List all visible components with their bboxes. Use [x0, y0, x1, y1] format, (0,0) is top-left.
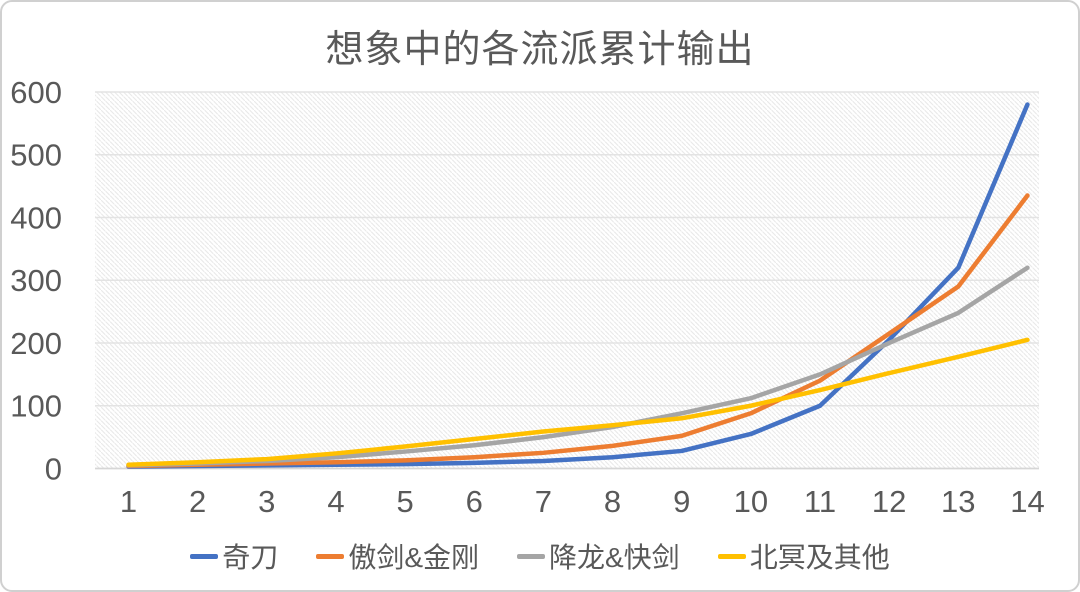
x-tick-label: 14 — [1010, 484, 1044, 519]
legend-label: 降龙&快剑 — [549, 542, 680, 573]
x-tick-label: 10 — [734, 484, 768, 519]
x-tick-label: 3 — [258, 484, 275, 519]
y-tick-label: 600 — [10, 75, 62, 110]
legend-marker-icon — [717, 553, 746, 559]
y-tick-label: 400 — [10, 200, 62, 235]
y-tick-label: 100 — [10, 389, 62, 424]
legend-marker-icon — [316, 553, 345, 559]
y-tick-label: 0 — [45, 451, 62, 486]
y-tick-label: 500 — [10, 138, 62, 173]
legend-item-0: 奇刀 — [190, 536, 278, 576]
x-tick-label: 7 — [535, 484, 552, 519]
y-tick-label: 200 — [10, 326, 62, 361]
legend-label: 奇刀 — [222, 542, 279, 573]
series-line-1 — [126, 193, 1030, 469]
x-tick-label: 13 — [941, 484, 975, 519]
y-tick-label: 300 — [10, 263, 62, 298]
legend: 奇刀 傲剑&金刚 降龙&快剑 北冥及其他 — [2, 536, 1078, 576]
x-tick-label: 4 — [327, 484, 344, 519]
legend-label: 北冥及其他 — [749, 542, 890, 573]
x-tick-label: 9 — [673, 484, 690, 519]
x-tick-label: 8 — [604, 484, 621, 519]
x-tick-label: 11 — [804, 484, 836, 519]
x-tick-label: 5 — [396, 484, 413, 519]
x-tick-label: 1 — [120, 484, 137, 519]
x-tick-label: 12 — [872, 484, 906, 519]
x-tick-label: 2 — [189, 484, 206, 519]
legend-marker-icon — [517, 553, 545, 559]
legend-label: 傲剑&金刚 — [348, 542, 479, 573]
legend-marker-icon — [190, 553, 219, 559]
legend-item-3: 北冥及其他 — [717, 536, 890, 576]
series-line-3 — [126, 337, 1030, 467]
x-tick-label: 6 — [466, 484, 483, 519]
legend-item-1: 傲剑&金刚 — [316, 536, 479, 576]
chart-title: 想象中的各流派累计输出 — [325, 29, 755, 71]
legend-item-2: 降龙&快剑 — [517, 536, 680, 576]
